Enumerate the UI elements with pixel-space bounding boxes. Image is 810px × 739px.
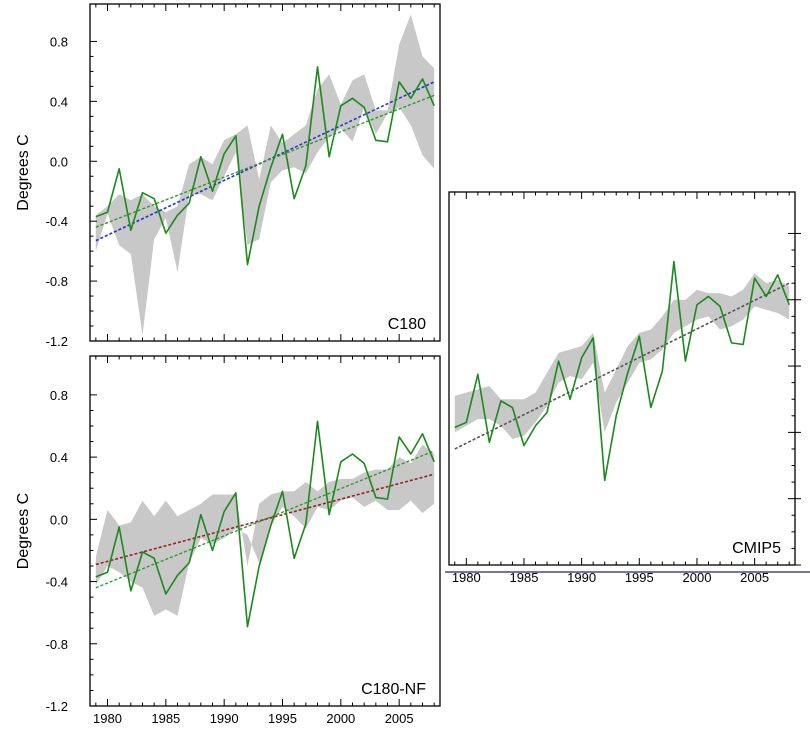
x-tick-label: 1980 <box>452 570 481 585</box>
y-tick-label: -1.2 <box>46 334 68 349</box>
x-tick-label: 1985 <box>510 570 539 585</box>
observed-series-line <box>95 66 435 266</box>
x-tick-label: 1980 <box>93 711 122 726</box>
spread-band <box>454 273 790 440</box>
y-tick-label: 0.8 <box>50 34 68 49</box>
trend-line-model <box>454 282 790 450</box>
panel-c180-nf: -1.2 -0.8 -0.4 0.0 0.4 0.8 1980 1985 1990 1995 200… <box>15 355 441 726</box>
observed-series-line <box>95 420 435 628</box>
x-tick-label: 1995 <box>268 711 297 726</box>
trend-line-observed <box>95 450 435 589</box>
plot-frame <box>448 191 796 566</box>
plot-frame <box>89 3 441 342</box>
x-tick-label: 1995 <box>625 570 654 585</box>
x-tick-label: 2000 <box>683 570 712 585</box>
panel-c180: -1.2 -0.8 -0.4 0.0 0.4 0.8 Degrees C C180 <box>15 3 441 349</box>
x-tick-label: 2005 <box>740 570 769 585</box>
observed-series-line <box>454 260 790 482</box>
y-tick-label: 0.0 <box>50 154 68 169</box>
trend-line-observed <box>95 94 435 228</box>
x-tick-label: 1990 <box>567 570 596 585</box>
panel-label: C180 <box>388 316 426 333</box>
y-tick-label: 0.4 <box>50 450 68 465</box>
y-tick-label: 0.4 <box>50 94 68 109</box>
x-tick-label: 1990 <box>210 711 239 726</box>
panel-label: C180-NF <box>361 681 426 698</box>
y-tick-label: 0.0 <box>50 512 68 527</box>
y-tick-label: -0.8 <box>46 274 68 289</box>
y-axis-label: Degrees C <box>15 493 32 569</box>
spread-band <box>95 444 435 616</box>
plot-frame <box>89 355 441 707</box>
y-tick-label: -0.8 <box>46 637 68 652</box>
spread-band <box>95 14 435 336</box>
x-tick-label: 2005 <box>385 711 414 726</box>
x-tick-label: 1985 <box>151 711 180 726</box>
y-axis-label: Degrees C <box>15 134 32 210</box>
y-tick-label: 0.8 <box>50 388 68 403</box>
panel-cmip5: 1980 1985 1990 1995 2000 2005 CMIP5 <box>448 191 801 585</box>
panel-label: CMIP5 <box>732 540 781 557</box>
y-tick-label: -1.2 <box>46 699 68 714</box>
x-tick-label: 2000 <box>326 711 355 726</box>
y-tick-label: -0.4 <box>46 575 68 590</box>
y-tick-label: -0.4 <box>46 214 68 229</box>
